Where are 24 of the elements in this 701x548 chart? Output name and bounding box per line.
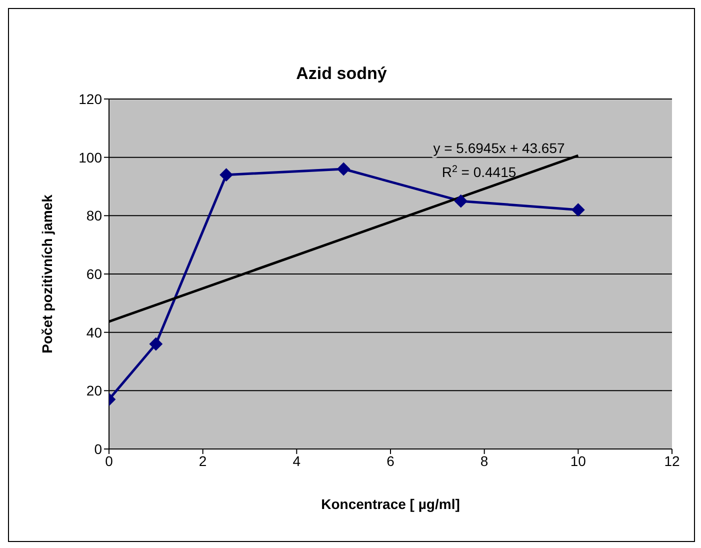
point [572, 203, 585, 216]
x-tick-label: 2 [198, 452, 207, 469]
point [337, 162, 350, 176]
chart-title: Azid sodný [296, 64, 388, 83]
y-tick-label: 80 [86, 208, 102, 224]
y-tick-label: 60 [86, 266, 102, 282]
point [454, 194, 468, 208]
annotation: y = 5.6945x + 43.657 [433, 140, 565, 156]
y-tick-label: 20 [86, 382, 102, 399]
y-tick-label: 100 [78, 149, 102, 166]
annotation: R$^{2}$ = 0.4415 [442, 164, 516, 180]
y-tick-label: 40 [86, 324, 102, 340]
y-tick-label: 0 [94, 440, 102, 457]
x-axis-title: Koncentrace [ µg/ml] [321, 496, 460, 512]
y-axis-title: Počet pozitivních jamek [38, 194, 55, 354]
x-tick-label: 8 [480, 452, 488, 469]
x-tick-label: 12 [664, 452, 680, 469]
x-tick-label: 0 [105, 452, 114, 469]
point [220, 168, 233, 182]
x-tick-label: 4 [292, 452, 301, 469]
x-tick-label: 6 [386, 452, 395, 469]
y-tick-label: 120 [78, 90, 102, 107]
point [149, 338, 162, 350]
x-tick-label: 10 [570, 452, 586, 469]
